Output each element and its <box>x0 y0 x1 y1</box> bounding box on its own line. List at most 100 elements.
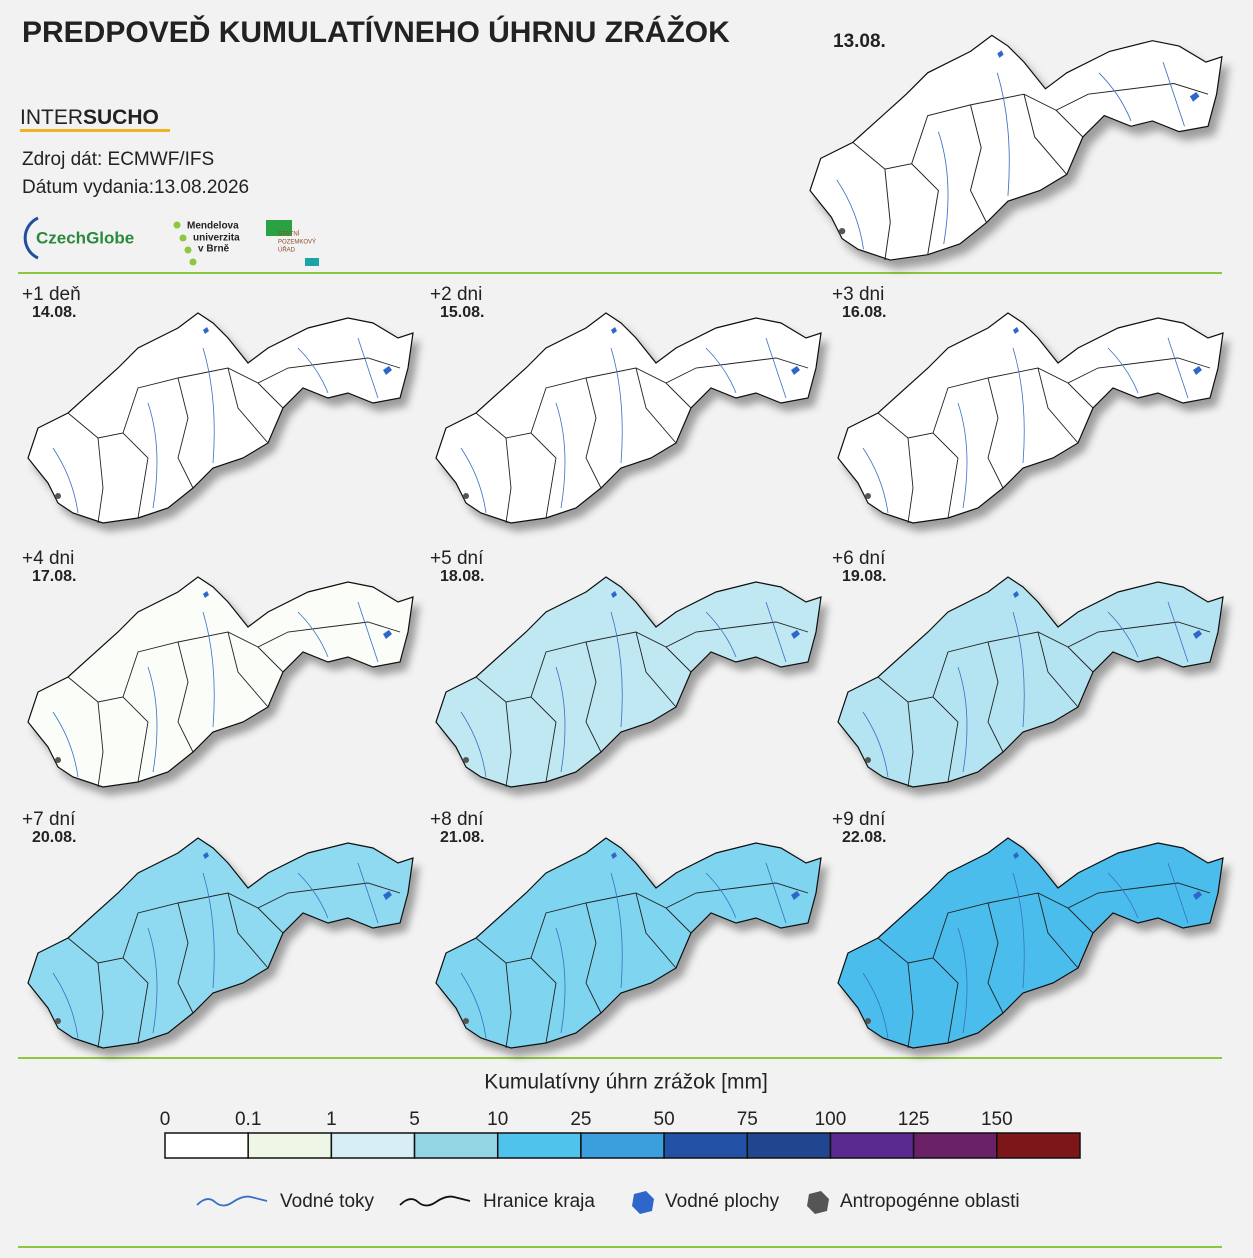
country-shape <box>27 576 414 788</box>
water-body <box>997 50 1004 58</box>
brand-light: INTER <box>20 106 83 129</box>
legend-tick-label: 1 <box>326 1109 337 1130</box>
panel-date: 19.08. <box>842 568 886 585</box>
legend-tick-label: 125 <box>898 1109 930 1130</box>
country-shape <box>435 312 822 524</box>
brand-bold: SUCHO <box>83 106 159 129</box>
legend-tick-label: 25 <box>570 1109 591 1130</box>
map <box>27 837 414 1049</box>
urban-area <box>865 1018 871 1024</box>
country-shape <box>27 837 414 1049</box>
brand: INTERSUCHO <box>20 106 159 129</box>
panel-date: 22.08. <box>842 829 886 846</box>
water-body <box>1013 327 1019 334</box>
panel-lead: +8 dní <box>430 809 484 830</box>
legend-box <box>413 1132 499 1159</box>
logo-spu-line: POZEMKOVÝ <box>278 239 316 246</box>
mendel-logo: Mendelova univerzita v Brně <box>173 221 240 266</box>
legend-tick-label: 100 <box>815 1109 847 1130</box>
water-body <box>611 852 617 859</box>
legend-box <box>746 1132 832 1159</box>
panel-date: 18.08. <box>440 568 484 585</box>
logo-mendel-line: v Brně <box>198 244 230 255</box>
country-shape <box>435 837 822 1049</box>
water-body <box>203 327 209 334</box>
map <box>837 837 1224 1049</box>
panel-lead: +9 dní <box>832 809 886 830</box>
urban-area <box>463 1018 469 1024</box>
map <box>435 837 822 1049</box>
legend-tick-label: 0 <box>160 1109 171 1130</box>
water-body <box>383 630 392 639</box>
legend-box <box>580 1132 665 1159</box>
logo-mendel-line: univerzita <box>193 233 240 244</box>
urban-area <box>463 757 469 763</box>
legend-box <box>829 1132 915 1159</box>
water-body <box>791 630 800 639</box>
czechglobe-arc <box>23 216 39 260</box>
issued: Dátum vydania:13.08.2026 <box>22 177 249 198</box>
panel-lead: +2 dni <box>430 284 482 305</box>
panel-lead: +6 dní <box>832 548 886 569</box>
current-date: 13.08. <box>833 31 886 52</box>
water-body <box>791 891 800 900</box>
logo-czechglobe: CzechGlobe <box>36 228 134 247</box>
panel-lead: +7 dní <box>22 809 76 830</box>
legend-tick-label: 150 <box>981 1109 1013 1130</box>
legend-tick-label: 0.1 <box>235 1109 261 1130</box>
water-body <box>383 366 392 375</box>
panel-lead: +1 deň <box>22 284 81 305</box>
water-body <box>203 591 209 598</box>
country-shape <box>837 576 1224 788</box>
panel-date: 17.08. <box>32 568 76 585</box>
logo-spu-line: ÚŘAD <box>278 246 296 254</box>
panel-date: 20.08. <box>32 829 76 846</box>
water-body <box>1013 852 1019 859</box>
map <box>809 34 1223 261</box>
water-body <box>611 327 617 334</box>
logo-spu-line: STÁTNÍ <box>278 231 300 238</box>
water-body <box>203 852 209 859</box>
urban-area <box>865 757 871 763</box>
panel-date: 14.08. <box>32 304 76 321</box>
legend-box <box>996 1132 1081 1159</box>
urban-area <box>55 493 61 499</box>
country-shape <box>837 312 1224 524</box>
brand-underline <box>20 129 170 132</box>
panel-lead: +3 dni <box>832 284 884 305</box>
legend-box <box>912 1132 998 1159</box>
key-label: Vodné plochy <box>665 1191 780 1212</box>
urban-area <box>463 493 469 499</box>
water-body <box>1193 891 1202 900</box>
spu-logo: STÁTNÍ POZEMKOVÝ ÚŘAD <box>266 220 319 266</box>
map <box>435 312 822 524</box>
map <box>837 576 1224 788</box>
title: PREDPOVEĎ KUMULATÍVNEHO ÚHRNU ZRÁŽOK <box>22 15 730 49</box>
water-body <box>1013 591 1019 598</box>
legend-tick-label: 75 <box>737 1109 758 1130</box>
water-body <box>611 591 617 598</box>
panel-date: 21.08. <box>440 829 484 846</box>
key-label: Antropogénne oblasti <box>840 1191 1020 1212</box>
water-body <box>791 366 800 375</box>
key-symbol <box>196 1195 268 1207</box>
urban-area <box>55 757 61 763</box>
panel-date: 16.08. <box>842 304 886 321</box>
panel-date: 15.08. <box>440 304 484 321</box>
water-body <box>1193 366 1202 375</box>
legend-tick-label: 5 <box>409 1109 420 1130</box>
legend-box <box>330 1132 416 1159</box>
urban-area <box>55 1018 61 1024</box>
water-body <box>1193 630 1202 639</box>
key-symbol <box>632 1191 654 1214</box>
key-symbol <box>807 1191 829 1214</box>
key-label: Vodné toky <box>280 1191 375 1212</box>
legend-box <box>164 1132 249 1159</box>
legend-box <box>663 1132 749 1159</box>
legend-box <box>247 1132 333 1159</box>
country-shape <box>809 34 1223 261</box>
water-body <box>1189 92 1200 102</box>
legend-tick-label: 50 <box>654 1109 675 1130</box>
panel-lead: +4 dni <box>22 548 74 569</box>
